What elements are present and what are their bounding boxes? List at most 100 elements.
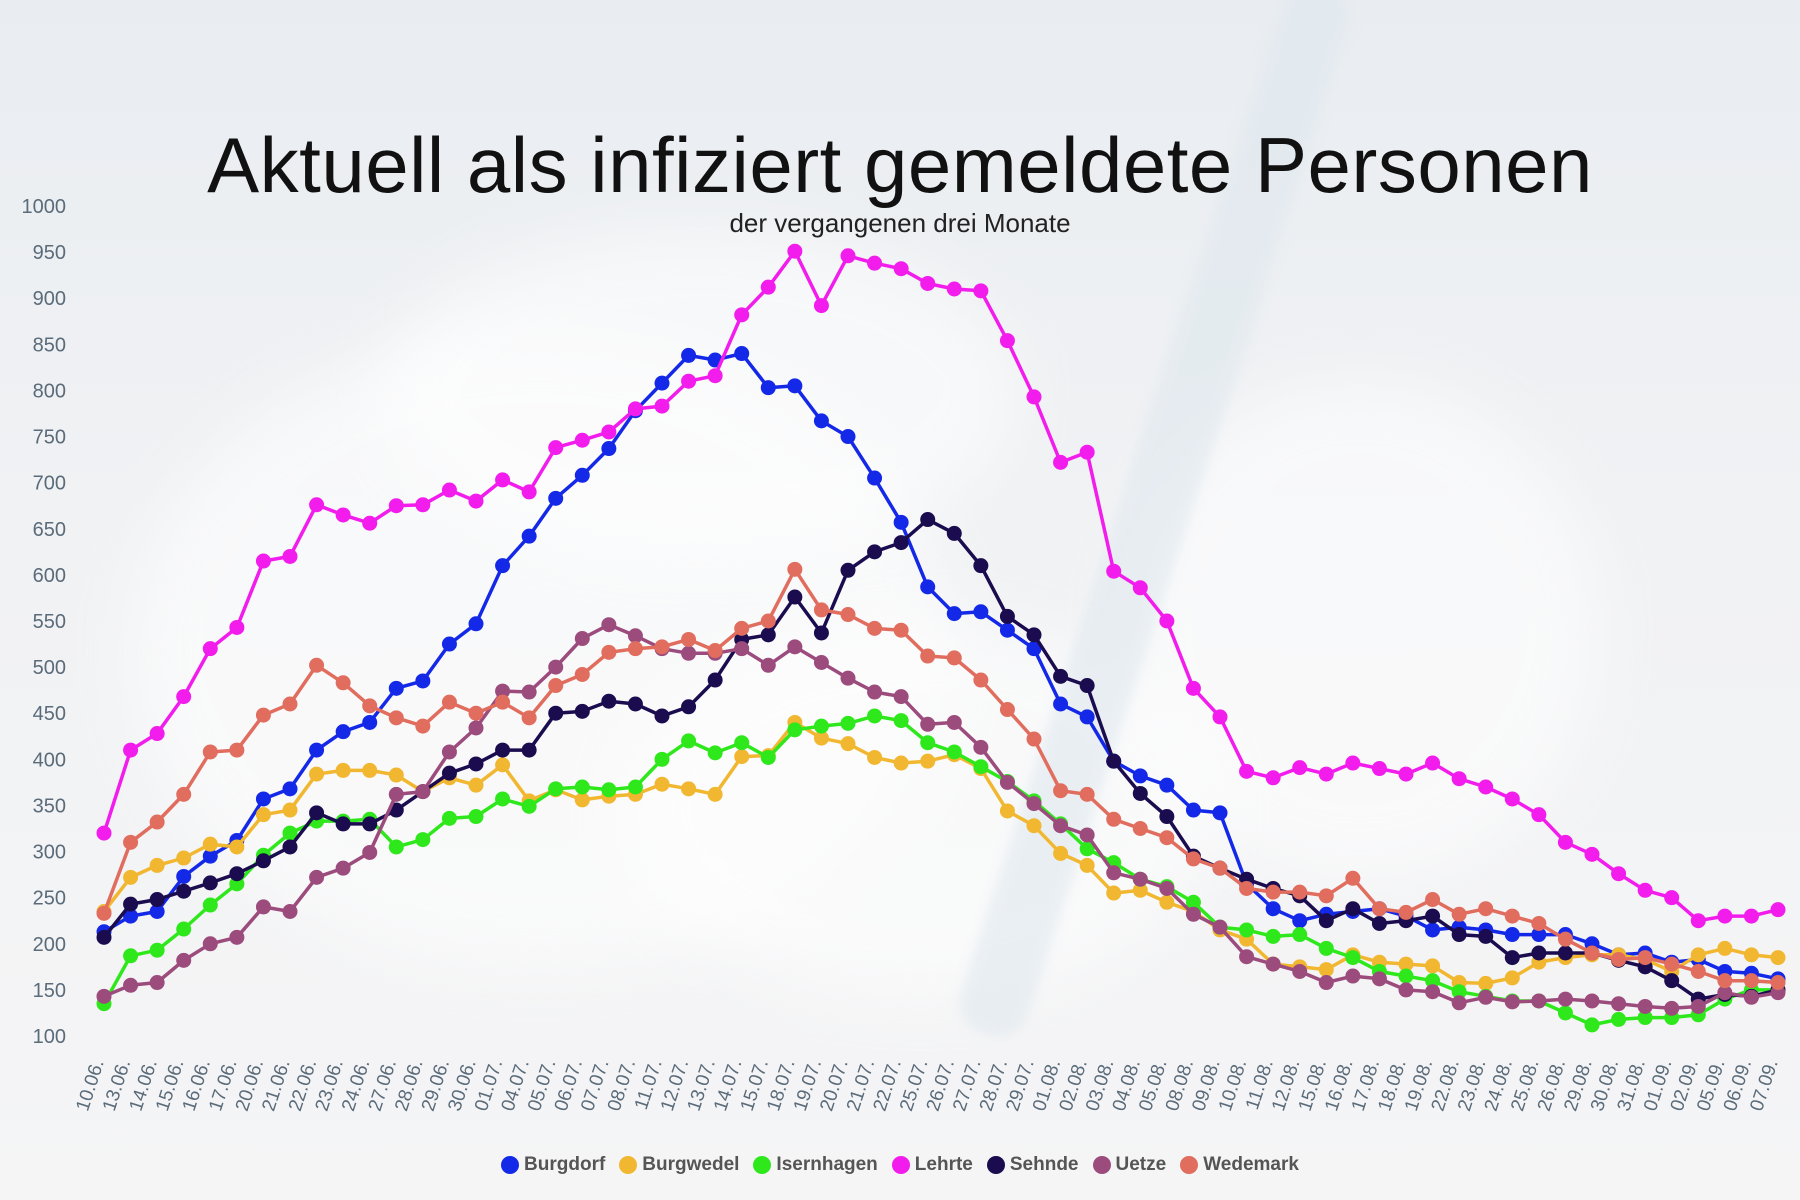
y-tick-label: 150 <box>33 980 66 1002</box>
data-point <box>1557 1005 1573 1021</box>
data-point <box>255 807 271 823</box>
data-point <box>681 347 697 363</box>
data-point <box>1212 860 1228 876</box>
data-point <box>149 857 165 873</box>
data-point <box>787 639 803 655</box>
data-point <box>1690 947 1706 963</box>
data-point <box>468 705 484 721</box>
data-point <box>282 781 298 797</box>
legend-label: Burgwedel <box>642 1154 740 1175</box>
y-tick-label: 600 <box>33 565 66 587</box>
data-point <box>920 275 936 291</box>
data-point <box>123 742 139 758</box>
data-point <box>1132 580 1148 596</box>
data-point <box>574 631 590 647</box>
data-point <box>1611 866 1627 882</box>
data-point <box>1292 884 1308 900</box>
data-point <box>468 809 484 825</box>
data-point <box>574 467 590 483</box>
data-point <box>760 380 776 396</box>
data-point <box>282 839 298 855</box>
data-point <box>1504 970 1520 986</box>
data-point <box>813 730 829 746</box>
data-point <box>282 825 298 841</box>
data-point <box>521 742 537 758</box>
data-point <box>999 803 1015 819</box>
data-point <box>1106 563 1122 579</box>
data-point <box>601 644 617 660</box>
data-point <box>1398 968 1414 984</box>
data-point <box>1079 841 1095 857</box>
data-point <box>1212 919 1228 935</box>
legend-label: Isernhagen <box>776 1154 878 1175</box>
data-point <box>1026 627 1042 643</box>
data-point <box>123 896 139 912</box>
data-point <box>415 784 431 800</box>
data-point <box>1451 771 1467 787</box>
data-point <box>734 749 750 765</box>
data-point <box>760 749 776 765</box>
data-point <box>415 673 431 689</box>
data-point <box>1185 851 1201 867</box>
data-point <box>1743 908 1759 924</box>
data-point <box>1106 885 1122 901</box>
data-point <box>548 705 564 721</box>
series-line <box>102 517 1779 1001</box>
data-point <box>1637 998 1653 1014</box>
data-point <box>96 905 112 921</box>
data-point <box>1318 888 1334 904</box>
data-point <box>388 680 404 696</box>
data-point <box>787 378 803 394</box>
legend-item: Isernhagen <box>753 1154 878 1176</box>
data-point <box>388 767 404 783</box>
series-line <box>103 351 1779 981</box>
data-point <box>176 921 192 937</box>
data-point <box>1318 975 1334 991</box>
y-tick-label: 100 <box>33 1026 66 1048</box>
data-point <box>787 722 803 738</box>
data-point <box>1611 1011 1627 1027</box>
data-point <box>495 558 511 574</box>
data-point <box>574 779 590 795</box>
data-point <box>468 720 484 736</box>
data-point <box>973 739 989 755</box>
data-point <box>1239 949 1255 965</box>
data-point <box>229 866 245 882</box>
data-point <box>946 650 962 666</box>
data-point <box>1292 927 1308 943</box>
data-point <box>654 751 670 767</box>
data-point <box>335 762 351 778</box>
data-point <box>282 802 298 818</box>
data-point <box>149 942 165 958</box>
legend-swatch <box>753 1156 772 1174</box>
data-point <box>1478 901 1494 917</box>
data-point <box>1159 894 1175 910</box>
data-point <box>1425 958 1441 974</box>
legend-label: Wedemark <box>1203 1154 1299 1175</box>
data-point <box>255 853 271 869</box>
data-point <box>1185 680 1201 696</box>
data-point <box>654 708 670 724</box>
data-point <box>893 622 909 638</box>
data-point <box>468 756 484 772</box>
data-point <box>973 759 989 775</box>
y-tick-label: 550 <box>33 611 66 633</box>
data-point <box>946 714 962 730</box>
data-point <box>760 627 776 643</box>
data-point <box>1504 791 1520 807</box>
legend-swatch <box>1092 1156 1111 1174</box>
y-tick-label: 350 <box>33 795 66 817</box>
data-point <box>548 781 564 797</box>
data-point <box>1770 950 1786 966</box>
y-tick-label: 500 <box>33 657 66 679</box>
legend-item: Burgdorf <box>501 1154 605 1176</box>
data-point <box>1132 821 1148 836</box>
data-point <box>867 255 883 271</box>
data-point <box>973 672 989 688</box>
data-point <box>1079 444 1095 460</box>
data-point <box>1451 906 1467 922</box>
data-point <box>1292 913 1308 929</box>
data-point <box>1318 962 1334 978</box>
data-point <box>468 777 484 793</box>
